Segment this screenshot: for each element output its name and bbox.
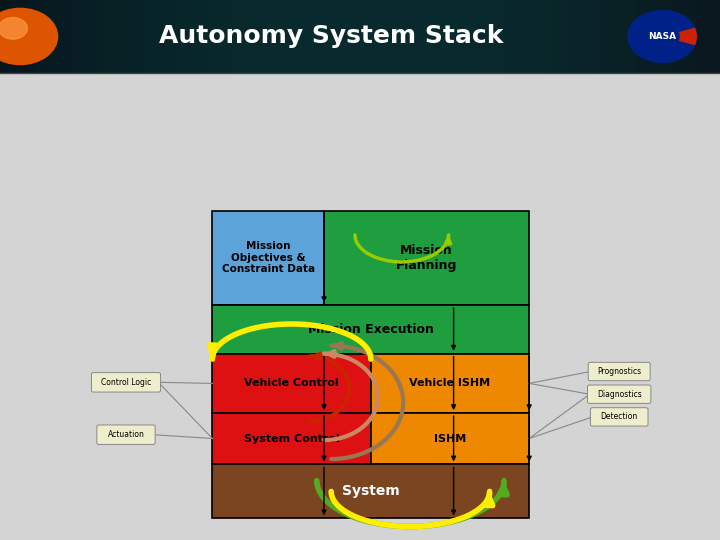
Bar <box>648 0 660 73</box>
Bar <box>660 0 672 73</box>
Bar <box>372 0 384 73</box>
Bar <box>264 0 276 73</box>
Bar <box>468 0 480 73</box>
Bar <box>420 0 432 73</box>
Bar <box>384 0 396 73</box>
Bar <box>12 0 24 73</box>
Bar <box>600 0 612 73</box>
FancyBboxPatch shape <box>96 425 155 444</box>
Bar <box>432 0 444 73</box>
Circle shape <box>628 10 697 62</box>
Bar <box>312 0 324 73</box>
Bar <box>0 73 720 540</box>
Text: System: System <box>342 484 400 498</box>
Bar <box>528 0 540 73</box>
FancyBboxPatch shape <box>588 385 651 403</box>
Bar <box>348 0 360 73</box>
Bar <box>0 0 720 73</box>
Text: Vehicle ISHM: Vehicle ISHM <box>410 379 490 388</box>
Bar <box>132 0 144 73</box>
Bar <box>324 0 336 73</box>
Bar <box>516 0 528 73</box>
Bar <box>612 0 624 73</box>
Circle shape <box>0 18 27 39</box>
Bar <box>576 0 588 73</box>
Bar <box>180 0 192 73</box>
FancyBboxPatch shape <box>588 362 650 381</box>
Bar <box>696 0 708 73</box>
Bar <box>300 0 312 73</box>
Bar <box>504 0 516 73</box>
Bar <box>216 0 228 73</box>
Wedge shape <box>679 28 697 45</box>
Text: Mission
Planning: Mission Planning <box>396 244 457 272</box>
Text: Actuation: Actuation <box>107 430 145 439</box>
Bar <box>96 0 108 73</box>
Bar <box>120 0 132 73</box>
Bar <box>212 354 371 413</box>
Bar <box>540 0 552 73</box>
Bar <box>60 0 72 73</box>
Bar <box>72 0 84 73</box>
Text: System Control: System Control <box>244 434 339 444</box>
Bar <box>24 0 36 73</box>
FancyBboxPatch shape <box>91 373 161 392</box>
Bar <box>672 0 684 73</box>
Bar <box>212 413 371 464</box>
Bar <box>144 0 156 73</box>
Bar <box>276 0 288 73</box>
FancyBboxPatch shape <box>590 408 648 426</box>
Bar <box>371 354 529 413</box>
Text: ISHM: ISHM <box>434 434 466 444</box>
Bar <box>324 211 529 305</box>
Bar <box>48 0 60 73</box>
Bar <box>624 0 636 73</box>
Bar <box>456 0 468 73</box>
Bar <box>212 211 324 305</box>
Bar <box>708 0 720 73</box>
Text: Diagnostics: Diagnostics <box>597 390 642 399</box>
Bar <box>36 0 48 73</box>
Bar <box>156 0 168 73</box>
Bar <box>588 0 600 73</box>
Text: NASA: NASA <box>648 32 677 41</box>
Bar <box>252 0 264 73</box>
Bar <box>371 413 529 464</box>
Bar <box>480 0 492 73</box>
Bar <box>684 0 696 73</box>
Bar <box>444 0 456 73</box>
Bar <box>288 0 300 73</box>
Text: Vehicle Control: Vehicle Control <box>244 379 339 388</box>
Bar <box>396 0 408 73</box>
Bar <box>168 0 180 73</box>
Text: Mission
Objectives &
Constraint Data: Mission Objectives & Constraint Data <box>222 241 315 274</box>
Bar <box>84 0 96 73</box>
Bar <box>212 464 529 518</box>
Bar <box>492 0 504 73</box>
Bar <box>192 0 204 73</box>
Bar <box>360 0 372 73</box>
Bar <box>204 0 216 73</box>
Bar <box>564 0 576 73</box>
Bar <box>240 0 252 73</box>
Text: Autonomy System Stack: Autonomy System Stack <box>159 24 503 49</box>
Bar <box>228 0 240 73</box>
Bar <box>212 305 529 354</box>
Bar <box>552 0 564 73</box>
Bar <box>336 0 348 73</box>
Text: Detection: Detection <box>600 413 638 421</box>
Text: Prognostics: Prognostics <box>597 367 642 376</box>
Bar <box>108 0 120 73</box>
Bar <box>408 0 420 73</box>
Bar <box>636 0 648 73</box>
Text: Control Logic: Control Logic <box>101 378 151 387</box>
Text: Mission Execution: Mission Execution <box>308 323 433 336</box>
Bar <box>0 0 12 73</box>
Circle shape <box>0 8 58 64</box>
